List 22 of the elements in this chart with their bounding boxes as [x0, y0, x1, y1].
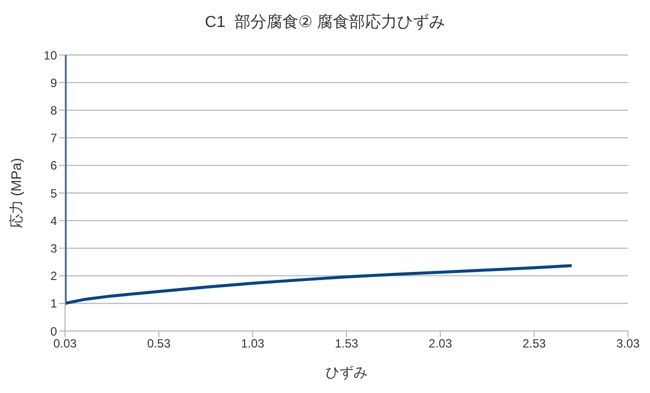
y-tick-label: 1 — [50, 296, 58, 311]
x-axis-title: ひずみ — [326, 364, 368, 380]
y-tick-label: 0 — [50, 324, 58, 338]
x-tick-label: 2.03 — [428, 336, 452, 351]
y-tick-label: 8 — [50, 103, 58, 118]
x-tick-label: 1.03 — [240, 336, 265, 351]
y-tick-label: 9 — [50, 76, 58, 90]
y-tick-label: 7 — [50, 131, 58, 146]
y-axis-title: 応力 (MPa) — [8, 158, 24, 228]
chart-title: C1 部分腐食② 腐食部応力ひずみ — [204, 12, 446, 33]
x-tick-label: 3.03 — [616, 336, 640, 351]
x-tick-label: 0.03 — [53, 336, 77, 351]
x-tick-label: 2.53 — [522, 336, 546, 351]
x-tick-label: 0.53 — [147, 336, 171, 351]
x-tick-label: 1.53 — [334, 336, 358, 351]
y-tick-label: 4 — [50, 214, 58, 228]
y-tick-label: 10 — [44, 48, 58, 62]
y-tick-label: 6 — [50, 158, 58, 173]
y-tick-label: 5 — [50, 186, 58, 200]
line-series — [65, 55, 574, 305]
y-tick-label: 2 — [50, 269, 58, 284]
y-tick-label: 3 — [50, 241, 58, 256]
